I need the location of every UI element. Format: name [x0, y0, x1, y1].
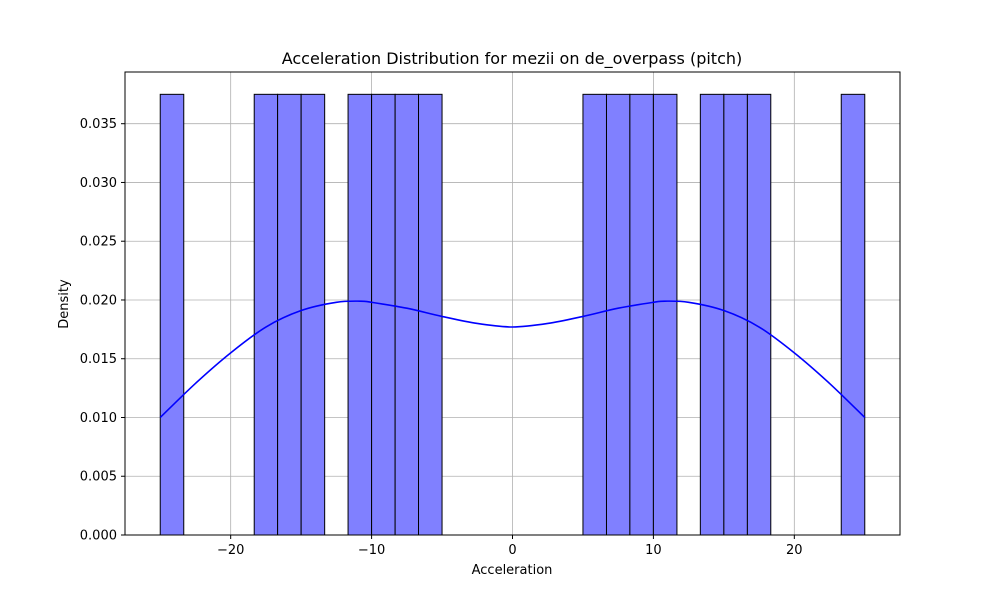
kde-layer [159, 300, 866, 419]
histogram-bar [253, 93, 279, 536]
y-tick-label: 0.035 [80, 117, 117, 132]
kde-curve [159, 300, 866, 419]
histogram-bar [371, 93, 396, 536]
histogram-bar [746, 93, 772, 536]
histogram-bar [605, 93, 631, 536]
y-tick-label: 0.025 [80, 235, 117, 250]
x-axis-ticks: −20 −10 0 10 20 [217, 535, 803, 558]
y-tick-label: 0.020 [80, 293, 117, 308]
y-tick-label: 0.000 [80, 529, 117, 544]
y-tick-label: 0.010 [80, 411, 117, 426]
chart-title: Acceleration Distribution for mezii on d… [282, 49, 743, 69]
histogram-bar [582, 93, 607, 536]
y-tick-label: 0.015 [80, 352, 117, 367]
x-tick-label: −10 [358, 543, 385, 558]
histogram-bar [159, 93, 185, 536]
y-axis-label: Density [57, 279, 72, 329]
x-tick-label: −20 [217, 543, 244, 558]
y-tick-label: 0.030 [80, 176, 117, 191]
x-tick-label: 0 [508, 543, 516, 558]
histogram-bars [159, 93, 866, 536]
x-axis-label: Acceleration [472, 563, 553, 578]
histogram-bar [652, 93, 678, 536]
y-axis-ticks: 0.000 0.005 0.010 0.015 0.020 0.025 0.030 0.035 [80, 117, 125, 544]
histogram-bar [300, 93, 326, 536]
x-tick-label: 20 [786, 543, 803, 558]
histogram-bar [840, 93, 866, 536]
histogram-bar [418, 93, 443, 536]
histogram-bar [347, 93, 373, 536]
y-tick-label: 0.005 [80, 470, 117, 485]
histogram-bar [629, 93, 654, 536]
x-tick-label: 10 [645, 543, 662, 558]
histogram-bar [394, 93, 420, 536]
histogram-bar [699, 93, 725, 536]
